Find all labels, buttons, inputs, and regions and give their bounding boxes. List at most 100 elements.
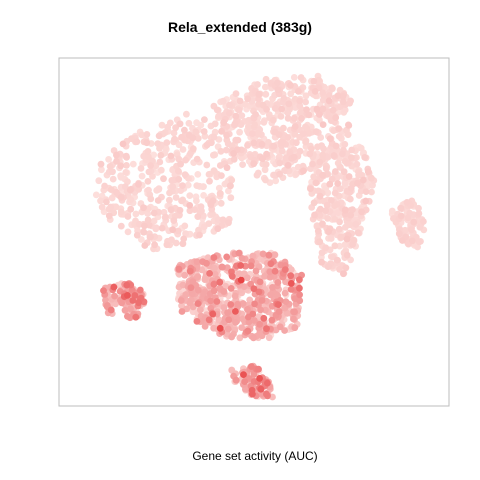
data-point bbox=[316, 158, 324, 166]
data-point bbox=[122, 169, 130, 176]
data-point bbox=[220, 288, 228, 295]
data-point bbox=[205, 220, 213, 228]
data-point bbox=[307, 185, 314, 193]
data-point bbox=[163, 139, 171, 147]
data-point bbox=[234, 136, 242, 144]
data-point bbox=[296, 102, 304, 110]
data-point bbox=[306, 150, 314, 158]
data-point bbox=[193, 182, 201, 190]
data-point bbox=[296, 147, 304, 155]
data-point bbox=[349, 206, 356, 214]
data-point bbox=[325, 228, 332, 236]
data-point bbox=[352, 220, 360, 228]
data-point bbox=[347, 154, 355, 162]
data-point bbox=[157, 166, 165, 174]
data-point bbox=[182, 156, 190, 164]
data-point bbox=[284, 134, 292, 141]
data-point bbox=[232, 308, 239, 315]
data-point bbox=[255, 90, 263, 98]
data-point bbox=[218, 127, 226, 135]
data-point bbox=[137, 165, 145, 172]
data-point bbox=[404, 214, 412, 222]
data-point bbox=[257, 385, 265, 393]
data-point bbox=[222, 146, 230, 154]
data-point bbox=[322, 165, 330, 173]
data-point bbox=[298, 115, 305, 122]
data-point bbox=[216, 324, 224, 332]
data-point bbox=[235, 270, 243, 278]
data-point bbox=[214, 216, 222, 224]
data-point bbox=[408, 226, 415, 234]
data-point bbox=[249, 390, 256, 398]
data-point bbox=[326, 135, 334, 143]
data-point bbox=[181, 222, 189, 230]
data-point bbox=[231, 292, 239, 300]
data-point bbox=[345, 173, 353, 180]
data-point bbox=[181, 126, 188, 134]
data-point bbox=[223, 131, 231, 139]
data-point bbox=[201, 116, 208, 123]
data-point bbox=[290, 74, 298, 81]
data-point bbox=[210, 151, 217, 159]
data-point bbox=[320, 145, 327, 153]
data-point bbox=[105, 212, 113, 220]
data-point bbox=[179, 146, 187, 153]
data-point bbox=[272, 177, 280, 185]
data-point bbox=[368, 188, 375, 196]
data-point bbox=[302, 98, 309, 106]
data-point bbox=[170, 129, 178, 137]
data-point bbox=[239, 300, 247, 307]
data-point bbox=[123, 162, 130, 169]
data-point bbox=[249, 130, 256, 138]
data-point bbox=[186, 192, 194, 200]
data-point bbox=[185, 119, 193, 127]
data-point bbox=[200, 290, 207, 298]
data-point bbox=[325, 97, 333, 105]
data-point bbox=[182, 230, 190, 238]
data-point bbox=[124, 213, 132, 220]
data-point bbox=[228, 176, 236, 184]
data-point bbox=[105, 156, 112, 163]
data-point bbox=[256, 320, 263, 328]
data-point bbox=[241, 378, 249, 385]
data-point bbox=[135, 181, 142, 188]
data-point bbox=[234, 300, 241, 308]
data-point bbox=[203, 141, 211, 149]
data-point bbox=[266, 268, 274, 276]
data-point bbox=[269, 116, 277, 124]
data-point bbox=[225, 219, 232, 227]
data-point bbox=[135, 299, 143, 307]
data-point bbox=[250, 160, 258, 168]
data-point bbox=[138, 172, 146, 180]
data-point bbox=[341, 206, 349, 214]
data-point bbox=[245, 318, 253, 326]
data-point bbox=[126, 186, 134, 194]
data-point bbox=[290, 114, 298, 122]
data-point bbox=[217, 199, 225, 207]
data-point bbox=[415, 204, 422, 212]
data-point bbox=[98, 166, 105, 174]
data-point bbox=[230, 155, 238, 163]
data-point bbox=[330, 127, 337, 134]
data-point bbox=[215, 316, 223, 324]
data-point bbox=[283, 309, 291, 317]
data-point bbox=[193, 197, 200, 205]
data-point bbox=[133, 231, 141, 239]
data-point bbox=[210, 281, 218, 288]
data-point bbox=[193, 258, 201, 266]
data-point bbox=[219, 263, 226, 271]
data-point bbox=[107, 203, 115, 211]
data-point bbox=[274, 79, 281, 87]
data-point bbox=[156, 158, 164, 166]
data-point bbox=[281, 167, 288, 174]
data-point bbox=[207, 297, 215, 305]
data-point bbox=[194, 300, 202, 307]
data-point bbox=[262, 306, 269, 314]
data-point bbox=[269, 284, 276, 291]
data-point bbox=[97, 197, 104, 205]
data-point bbox=[239, 161, 247, 169]
data-point bbox=[166, 189, 173, 197]
data-point bbox=[305, 130, 313, 137]
data-point bbox=[227, 182, 234, 190]
data-point bbox=[336, 266, 343, 273]
